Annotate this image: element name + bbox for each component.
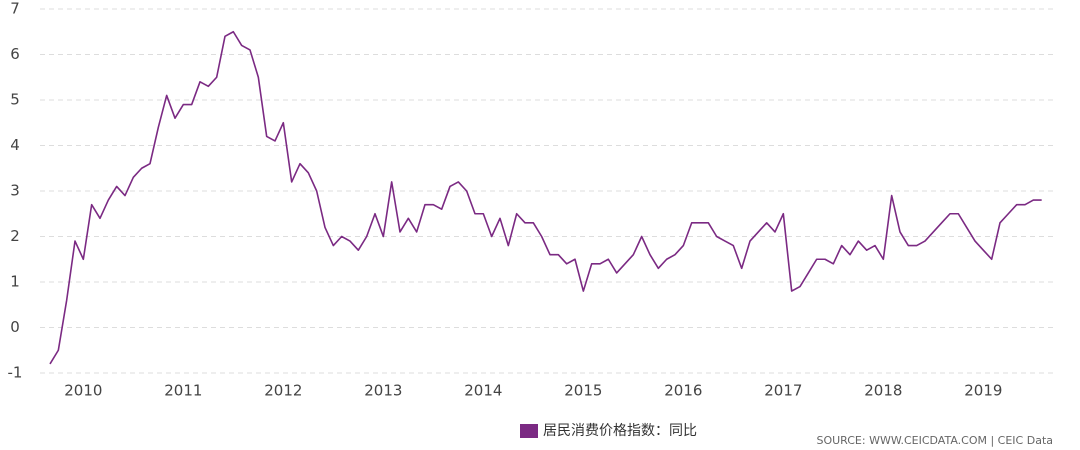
source: SOURCE: WWW.CEICDATA.COM | CEIC Data (816, 434, 1053, 447)
y-tick-label: 2 (10, 227, 20, 245)
y-tick-label: 1 (10, 273, 20, 291)
y-tick-label: 0 (10, 318, 20, 336)
x-tick-label: 2019 (964, 382, 1002, 400)
y-tick-label: 6 (10, 45, 20, 63)
legend-label: 居民消费价格指数：同比 (543, 423, 697, 439)
x-tick-label: 2017 (764, 382, 802, 400)
line (49, 30, 1042, 365)
y-tick-label: 5 (10, 91, 20, 109)
x-tick-label: 2018 (864, 382, 902, 400)
x-tick-label: 2014 (464, 382, 502, 400)
x-tick-label: 2012 (264, 382, 302, 400)
y-tick-label: -1 (8, 364, 23, 382)
x-tick-label: 2016 (664, 382, 702, 400)
x-tick-label: 2015 (564, 382, 602, 400)
y-tick-label: 4 (10, 136, 20, 154)
x-tick-label: 2013 (364, 382, 402, 400)
legend-swatch (520, 424, 538, 438)
x-tick-label: 2011 (164, 382, 202, 400)
x-tick-label: 2010 (64, 382, 102, 400)
y-tick-label: 3 (10, 182, 20, 200)
y-tick-label: 7 (10, 0, 20, 18)
